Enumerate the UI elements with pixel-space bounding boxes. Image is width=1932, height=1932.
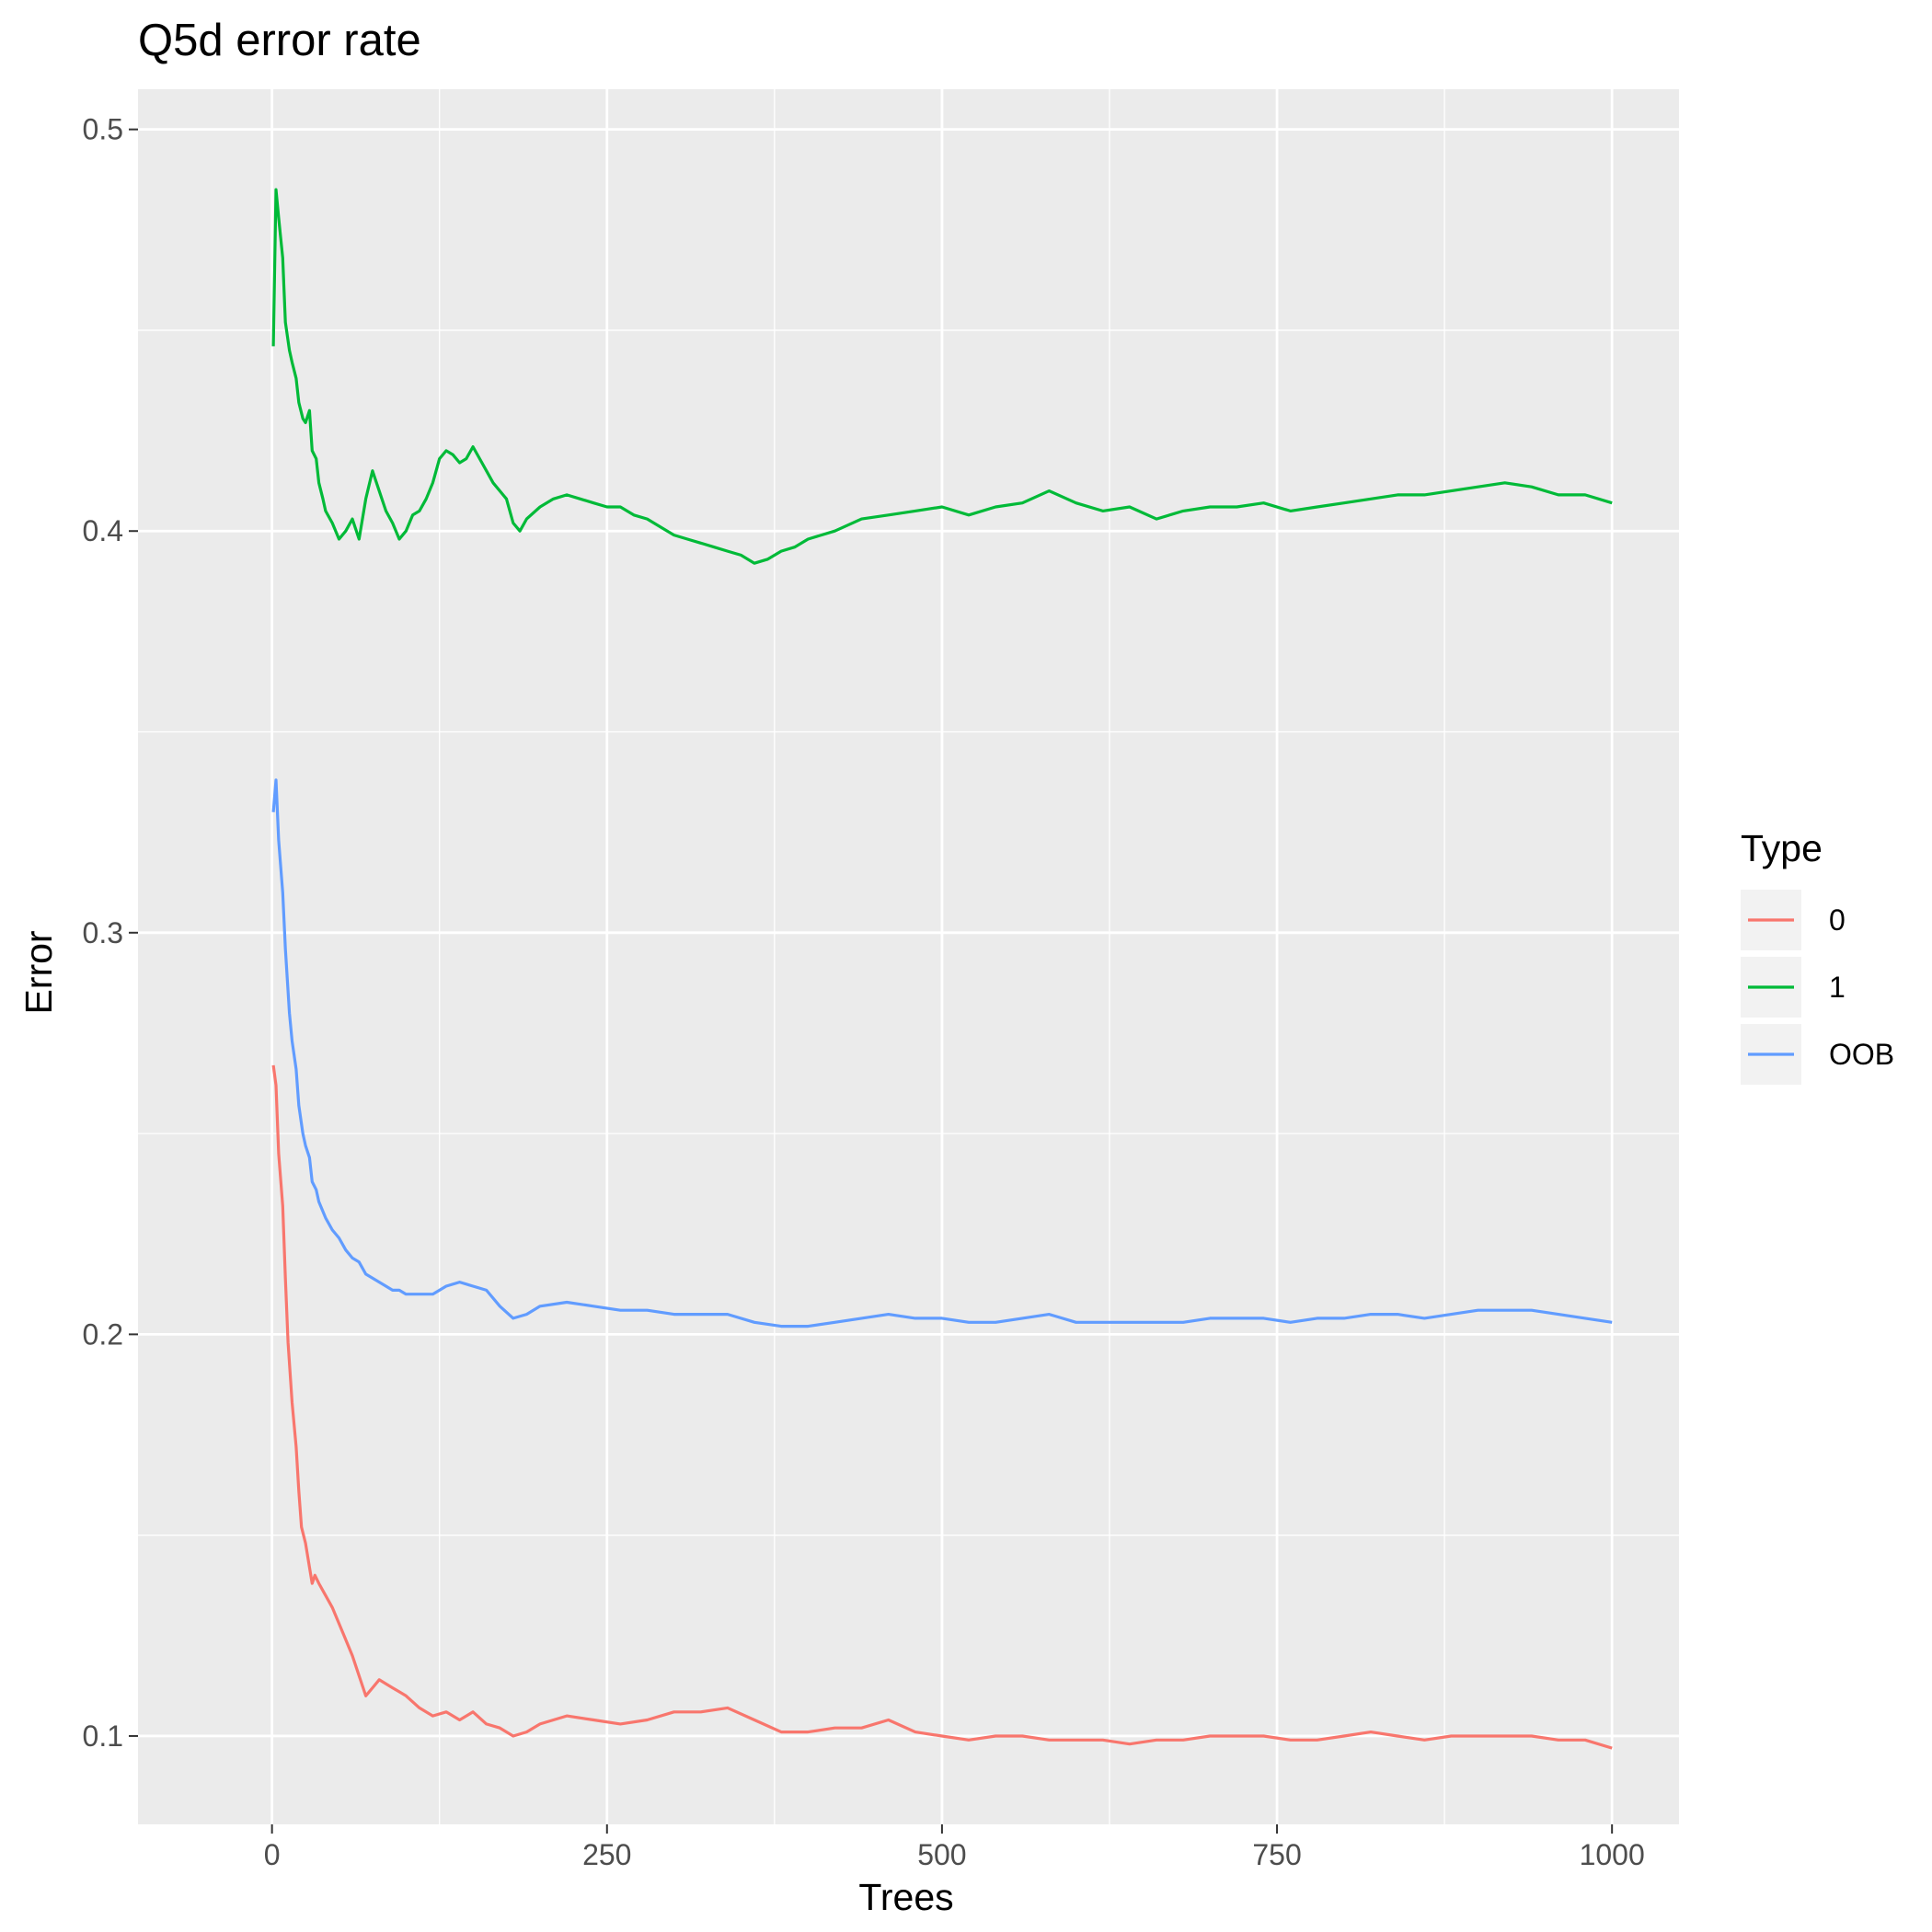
y-tick-label: 0.1 bbox=[83, 1719, 123, 1753]
legend-title: Type bbox=[1741, 827, 1823, 869]
series-line-oob bbox=[271, 778, 1613, 1328]
series-line-1 bbox=[271, 188, 1613, 565]
y-tick-label: 0.3 bbox=[83, 916, 123, 949]
x-axis-title: Trees bbox=[858, 1876, 953, 1918]
y-tick-label: 0.4 bbox=[83, 514, 123, 547]
x-tick-label: 0 bbox=[264, 1838, 281, 1871]
y-axis-title: Error bbox=[17, 930, 60, 1014]
x-tick-label: 500 bbox=[917, 1838, 966, 1871]
legend-label-0: 0 bbox=[1829, 903, 1846, 937]
series-line-0 bbox=[271, 1064, 1613, 1750]
x-tick-label: 1000 bbox=[1580, 1838, 1645, 1871]
y-tick-label: 0.2 bbox=[83, 1317, 123, 1351]
y-axis: 0.1 0.2 0.3 0.4 0.5 bbox=[83, 113, 138, 1753]
x-tick-label: 750 bbox=[1252, 1838, 1301, 1871]
chart-title: Q5d error rate bbox=[138, 16, 421, 65]
x-axis: 0 250 500 750 1000 bbox=[264, 1824, 1645, 1871]
legend-label-oob: OOB bbox=[1829, 1038, 1894, 1071]
legend: Type 0 1 OOB bbox=[1741, 827, 1894, 1085]
legend-items: 0 1 OOB bbox=[1741, 890, 1894, 1085]
y-tick-label: 0.5 bbox=[83, 113, 123, 146]
plot-background bbox=[138, 89, 1679, 1824]
legend-label-1: 1 bbox=[1829, 971, 1846, 1004]
plot-area bbox=[138, 89, 1679, 1824]
x-tick-label: 250 bbox=[582, 1838, 631, 1871]
